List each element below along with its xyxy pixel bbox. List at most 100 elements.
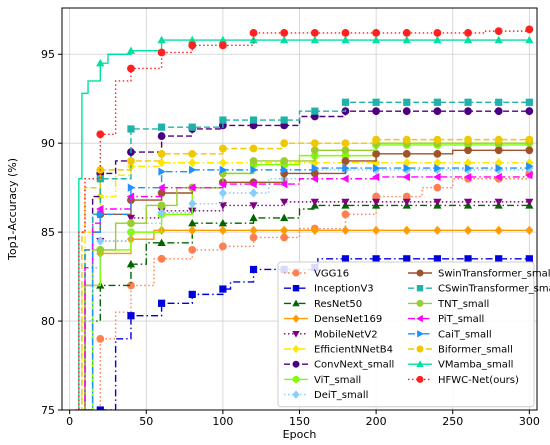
data-point-marker: [525, 135, 534, 144]
data-point-marker: [495, 255, 503, 263]
data-point-marker: [292, 314, 300, 323]
data-point-marker: [280, 35, 289, 44]
data-point-marker: [292, 330, 300, 338]
data-point-marker: [126, 46, 136, 54]
data-point-marker: [157, 123, 166, 131]
data-point-marker: [341, 225, 350, 236]
data-point-marker: [433, 135, 442, 144]
data-point-marker: [494, 27, 503, 36]
data-point-marker: [341, 35, 350, 44]
data-point-marker: [372, 35, 381, 44]
series-lines: [75, 25, 534, 410]
data-point-marker: [525, 255, 533, 263]
data-point-marker: [249, 225, 258, 236]
legend-label: Biformer_small: [438, 345, 513, 356]
data-point-marker: [96, 204, 104, 214]
data-point-marker: [416, 345, 424, 353]
data-point-marker: [188, 225, 197, 236]
data-point-marker: [464, 107, 472, 116]
series-line: [88, 204, 530, 410]
series-vmamba-small: [75, 35, 534, 410]
legend-item: TNT_small: [408, 299, 489, 310]
data-point-marker: [464, 135, 472, 144]
x-tick-label: 250: [442, 415, 463, 428]
legend-item: PiT_small: [408, 314, 484, 325]
data-point-marker: [310, 174, 319, 183]
data-point-marker: [494, 107, 503, 116]
data-point-marker: [219, 165, 228, 174]
data-point-marker: [188, 158, 197, 168]
data-point-marker: [494, 146, 503, 155]
data-point-marker: [157, 299, 166, 307]
data-point-marker: [402, 29, 411, 37]
data-point-marker: [494, 198, 503, 207]
data-point-marker: [433, 225, 442, 236]
data-point-marker: [416, 375, 424, 383]
series-line: [78, 138, 530, 410]
data-point-marker: [310, 139, 319, 148]
series-vgg16: [92, 169, 534, 410]
data-point-marker: [127, 125, 135, 133]
data-point-marker: [402, 172, 410, 182]
data-point-marker: [494, 35, 503, 44]
data-point-marker: [402, 35, 411, 44]
data-point-marker: [157, 254, 166, 263]
data-point-marker: [249, 202, 258, 210]
legend-item: HFWC-Net(ours): [408, 375, 519, 386]
data-point-marker: [433, 255, 442, 263]
data-point-marker: [188, 246, 197, 254]
data-point-marker: [311, 107, 319, 115]
data-point-marker: [341, 29, 350, 37]
data-point-marker: [464, 98, 472, 106]
data-point-marker: [433, 183, 442, 192]
data-point-marker: [402, 198, 411, 207]
data-point-marker: [280, 225, 289, 236]
data-point-marker: [371, 172, 380, 182]
data-point-marker: [310, 198, 319, 207]
data-point-marker: [464, 163, 473, 173]
data-point-marker: [292, 375, 300, 383]
data-point-marker: [157, 149, 166, 158]
data-point-marker: [188, 290, 196, 298]
data-point-marker: [525, 98, 533, 106]
data-point-marker: [403, 163, 411, 173]
data-point-marker: [188, 123, 196, 131]
data-point-marker: [402, 135, 411, 144]
data-point-marker: [188, 199, 197, 209]
data-point-marker: [280, 139, 289, 148]
data-point-marker: [310, 225, 319, 236]
data-point-marker: [292, 299, 300, 307]
data-point-marker: [310, 29, 319, 37]
legend-label: VMamba_small: [438, 360, 513, 371]
data-point-marker: [341, 139, 350, 148]
legend-item: DenseNet169: [284, 314, 382, 325]
data-point-marker: [218, 188, 227, 198]
data-point-marker: [403, 255, 411, 263]
data-point-marker: [218, 158, 227, 168]
data-point-marker: [525, 171, 533, 180]
legend-label: ConvNext_small: [314, 360, 394, 371]
data-point-marker: [341, 174, 349, 183]
data-point-marker: [341, 98, 350, 106]
series-cswintransformer-small: [81, 98, 533, 410]
data-point-marker: [292, 390, 300, 399]
data-point-marker: [402, 149, 411, 158]
data-point-marker: [126, 259, 136, 268]
data-point-marker: [292, 284, 300, 292]
data-point-marker: [218, 41, 227, 50]
series-cait-small: [84, 162, 534, 410]
data-point-marker: [249, 188, 258, 198]
legend-box: [277, 261, 535, 408]
x-tick-label: 50: [139, 415, 153, 428]
legend-label: HFWC-Net(ours): [438, 375, 519, 386]
data-point-marker: [292, 269, 300, 277]
data-point-marker: [218, 242, 227, 251]
data-point-marker: [249, 179, 257, 189]
legend-label: PiT_small: [438, 314, 484, 325]
legend-item: VMamba_small: [408, 360, 513, 371]
legend-item: InceptionV3: [284, 284, 374, 295]
x-tick-label: 0: [66, 415, 73, 428]
data-point-marker: [249, 157, 258, 165]
series-inceptionv3: [96, 255, 533, 410]
data-point-marker: [280, 213, 289, 222]
